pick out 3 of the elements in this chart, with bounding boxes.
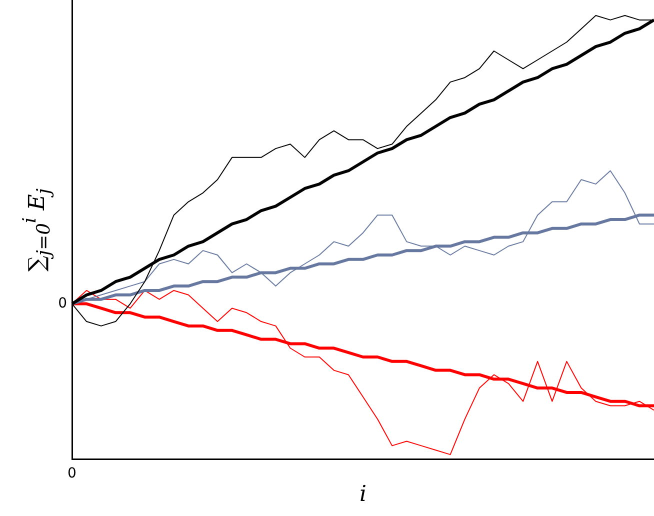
x-axis-title: i bbox=[358, 482, 368, 507]
text: 0 bbox=[68, 466, 76, 482]
text: 0 bbox=[58, 295, 67, 312]
